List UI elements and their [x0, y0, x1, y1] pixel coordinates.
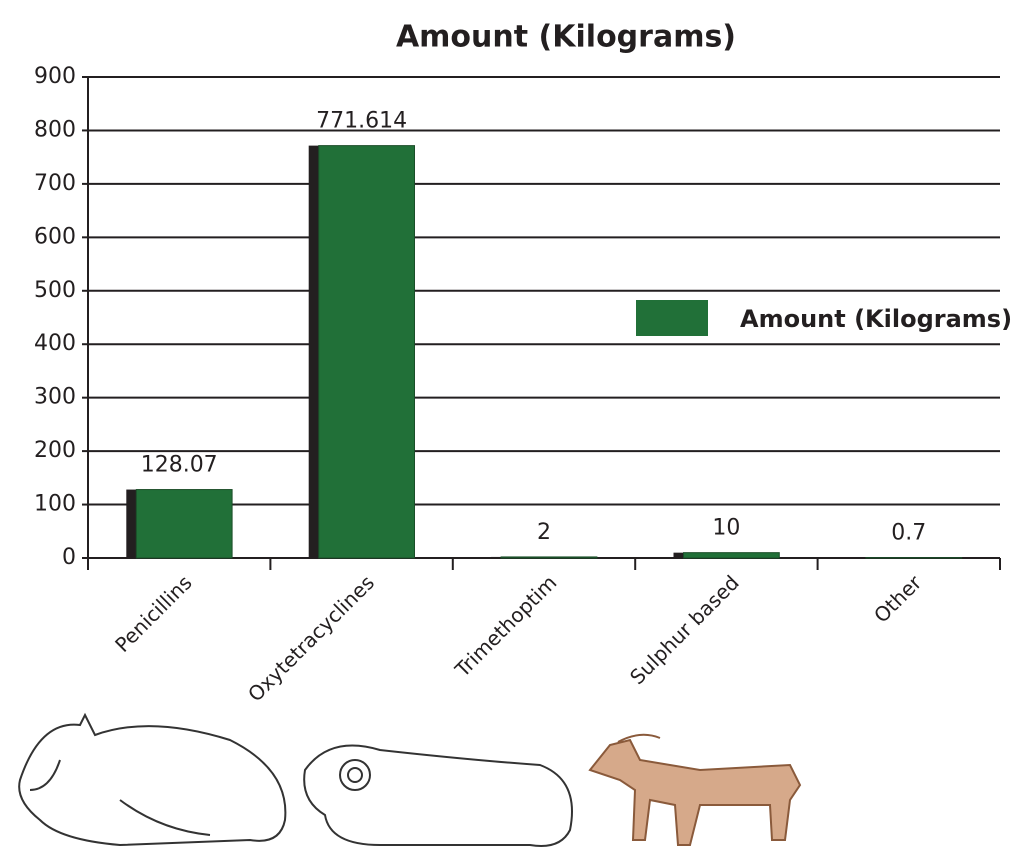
value-label: 10 [712, 516, 740, 541]
y-tick-label: 900 [34, 64, 76, 89]
y-tick-label: 100 [34, 492, 76, 517]
value-label: 2 [537, 520, 551, 545]
bar [501, 557, 597, 558]
y-tick-label: 300 [34, 385, 76, 410]
goat-sketch [590, 735, 800, 845]
x-tick-label: Trimethoptim [450, 570, 562, 682]
y-tick-label: 700 [34, 171, 76, 196]
x-tick-label: Oxytetracyclines [243, 570, 379, 706]
value-label: 128.07 [141, 453, 218, 478]
y-tick-label: 600 [34, 224, 76, 249]
legend-label: Amount (Kilograms) [740, 305, 1012, 333]
y-tick-label: 800 [34, 117, 76, 142]
x-tick-label: Penicillins [110, 570, 196, 656]
y-tick-label: 500 [34, 278, 76, 303]
x-tick-label: Sulphur based [625, 570, 744, 689]
page: Amount (Kilograms) 0 100 200 300 400 500 600 70… [0, 0, 1013, 855]
value-label: 771.614 [316, 109, 407, 134]
bar [136, 490, 232, 558]
chart: Amount (Kilograms) 0 100 200 300 400 500 600 70… [0, 0, 1013, 855]
bar [319, 146, 415, 558]
y-tick-label: 200 [34, 438, 76, 463]
y-tick-label: 400 [34, 331, 76, 356]
cow-sketch [19, 715, 285, 845]
y-tick-label: 0 [62, 545, 76, 570]
legend-swatch [636, 300, 708, 336]
x-tick-label: Other [869, 570, 927, 628]
bar [684, 553, 780, 558]
chart-title: Amount (Kilograms) [396, 20, 736, 55]
value-label: 0.7 [891, 521, 926, 546]
sheep-sketch [304, 746, 572, 847]
animal-sketches [19, 715, 800, 846]
